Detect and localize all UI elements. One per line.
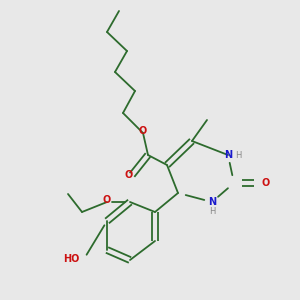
Text: H: H	[235, 151, 241, 160]
Text: HO: HO	[64, 254, 80, 264]
Text: N: N	[208, 197, 216, 207]
Text: O: O	[262, 178, 270, 188]
Text: O: O	[139, 126, 147, 136]
Text: H: H	[209, 208, 215, 217]
Text: N: N	[224, 150, 232, 160]
Text: O: O	[125, 170, 133, 180]
Text: O: O	[103, 195, 111, 205]
